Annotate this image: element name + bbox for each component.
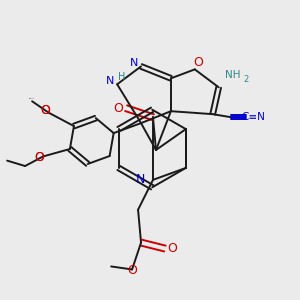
- Text: NH: NH: [225, 70, 241, 80]
- Text: O: O: [193, 56, 203, 69]
- Text: N: N: [106, 76, 114, 86]
- Text: O: O: [40, 104, 50, 117]
- Text: O: O: [114, 102, 124, 115]
- Text: O: O: [127, 264, 137, 278]
- Text: O: O: [40, 104, 50, 117]
- Text: C≡N: C≡N: [241, 112, 265, 122]
- Text: O: O: [167, 242, 177, 255]
- Text: 2: 2: [244, 75, 249, 84]
- Text: H: H: [118, 72, 125, 82]
- Text: methoxy: methoxy: [29, 98, 35, 99]
- Text: N: N: [136, 173, 146, 186]
- Text: N: N: [129, 58, 138, 68]
- Text: O: O: [34, 151, 44, 164]
- Text: O: O: [34, 151, 44, 164]
